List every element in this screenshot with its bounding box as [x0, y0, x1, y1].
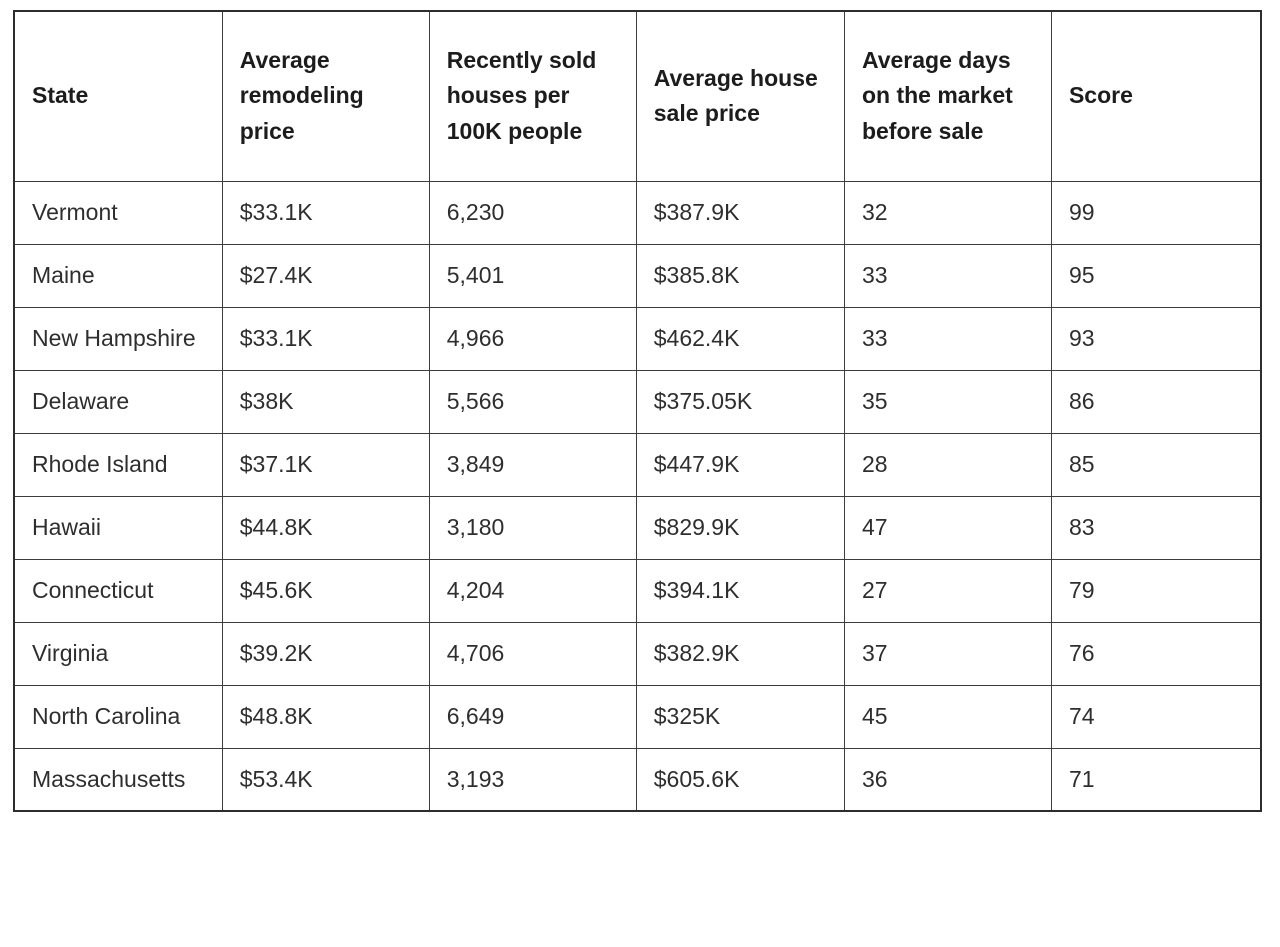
cell-days-on-market: 27 — [843, 558, 1052, 623]
cell-score: 85 — [1050, 432, 1262, 497]
cell-state: Virginia — [13, 621, 223, 686]
cell-remodeling-price: $38K — [221, 369, 430, 434]
cell-state: Maine — [13, 243, 223, 308]
column-header-score: Score — [1050, 10, 1262, 182]
table-row-hawaii: Hawaii $44.8K 3,180 $829.9K 47 83 — [13, 495, 1262, 560]
cell-remodeling-price: $37.1K — [221, 432, 430, 497]
cell-days-on-market: 36 — [843, 747, 1052, 812]
cell-sale-price: $462.4K — [635, 306, 845, 371]
cell-remodeling-price: $53.4K — [221, 747, 430, 812]
table-row-rhode-island: Rhode Island $37.1K 3,849 $447.9K 28 85 — [13, 432, 1262, 497]
cell-state: Massachusetts — [13, 747, 223, 812]
state-remodeling-table: State Average remodeling price Recently … — [13, 10, 1262, 813]
cell-remodeling-price: $44.8K — [221, 495, 430, 560]
cell-sold-houses: 5,566 — [428, 369, 637, 434]
cell-remodeling-price: $48.8K — [221, 684, 430, 749]
column-header-sold-houses: Recently sold houses per 100K people — [428, 10, 637, 182]
column-header-days-on-market: Average days on the market before sale — [843, 10, 1052, 182]
cell-sale-price: $605.6K — [635, 747, 845, 812]
cell-sold-houses: 4,706 — [428, 621, 637, 686]
table-row-connecticut: Connecticut $45.6K 4,204 $394.1K 27 79 — [13, 558, 1262, 623]
table-row-maine: Maine $27.4K 5,401 $385.8K 33 95 — [13, 243, 1262, 308]
column-header-state: State — [13, 10, 223, 182]
table-header: State Average remodeling price Recently … — [13, 10, 1262, 182]
table-row-vermont: Vermont $33.1K 6,230 $387.9K 32 99 — [13, 180, 1262, 245]
cell-sale-price: $385.8K — [635, 243, 845, 308]
cell-days-on-market: 47 — [843, 495, 1052, 560]
cell-sold-houses: 4,966 — [428, 306, 637, 371]
cell-sold-houses: 6,649 — [428, 684, 637, 749]
cell-score: 83 — [1050, 495, 1262, 560]
table-row-delaware: Delaware $38K 5,566 $375.05K 35 86 — [13, 369, 1262, 434]
cell-sale-price: $382.9K — [635, 621, 845, 686]
cell-sold-houses: 3,193 — [428, 747, 637, 812]
cell-sold-houses: 3,849 — [428, 432, 637, 497]
cell-score: 93 — [1050, 306, 1262, 371]
cell-score: 74 — [1050, 684, 1262, 749]
column-header-remodeling-price: Average remodeling price — [221, 10, 430, 182]
cell-state: North Carolina — [13, 684, 223, 749]
cell-days-on-market: 32 — [843, 180, 1052, 245]
table-row-massachusetts: Massachusetts $53.4K 3,193 $605.6K 36 71 — [13, 747, 1262, 812]
table-row-virginia: Virginia $39.2K 4,706 $382.9K 37 76 — [13, 621, 1262, 686]
cell-sale-price: $375.05K — [635, 369, 845, 434]
cell-state: New Hampshire — [13, 306, 223, 371]
cell-score: 86 — [1050, 369, 1262, 434]
cell-score: 99 — [1050, 180, 1262, 245]
cell-days-on-market: 45 — [843, 684, 1052, 749]
cell-days-on-market: 37 — [843, 621, 1052, 686]
table-body: Vermont $33.1K 6,230 $387.9K 32 99 Maine… — [13, 180, 1262, 812]
cell-remodeling-price: $45.6K — [221, 558, 430, 623]
cell-sold-houses: 6,230 — [428, 180, 637, 245]
cell-days-on-market: 33 — [843, 243, 1052, 308]
cell-sold-houses: 4,204 — [428, 558, 637, 623]
cell-state: Rhode Island — [13, 432, 223, 497]
cell-sale-price: $387.9K — [635, 180, 845, 245]
table-row-new-hampshire: New Hampshire $33.1K 4,966 $462.4K 33 93 — [13, 306, 1262, 371]
cell-remodeling-price: $27.4K — [221, 243, 430, 308]
cell-days-on-market: 35 — [843, 369, 1052, 434]
cell-score: 95 — [1050, 243, 1262, 308]
table-container: State Average remodeling price Recently … — [13, 10, 1262, 813]
cell-sale-price: $325K — [635, 684, 845, 749]
cell-state: Vermont — [13, 180, 223, 245]
cell-state: Delaware — [13, 369, 223, 434]
cell-days-on-market: 33 — [843, 306, 1052, 371]
column-header-sale-price: Average house sale price — [635, 10, 845, 182]
cell-score: 71 — [1050, 747, 1262, 812]
cell-sale-price: $394.1K — [635, 558, 845, 623]
table-header-row: State Average remodeling price Recently … — [13, 10, 1262, 182]
cell-remodeling-price: $33.1K — [221, 180, 430, 245]
cell-days-on-market: 28 — [843, 432, 1052, 497]
cell-state: Connecticut — [13, 558, 223, 623]
table-row-north-carolina: North Carolina $48.8K 6,649 $325K 45 74 — [13, 684, 1262, 749]
cell-score: 76 — [1050, 621, 1262, 686]
cell-sale-price: $447.9K — [635, 432, 845, 497]
cell-score: 79 — [1050, 558, 1262, 623]
cell-state: Hawaii — [13, 495, 223, 560]
cell-remodeling-price: $33.1K — [221, 306, 430, 371]
cell-sold-houses: 3,180 — [428, 495, 637, 560]
cell-remodeling-price: $39.2K — [221, 621, 430, 686]
cell-sold-houses: 5,401 — [428, 243, 637, 308]
cell-sale-price: $829.9K — [635, 495, 845, 560]
